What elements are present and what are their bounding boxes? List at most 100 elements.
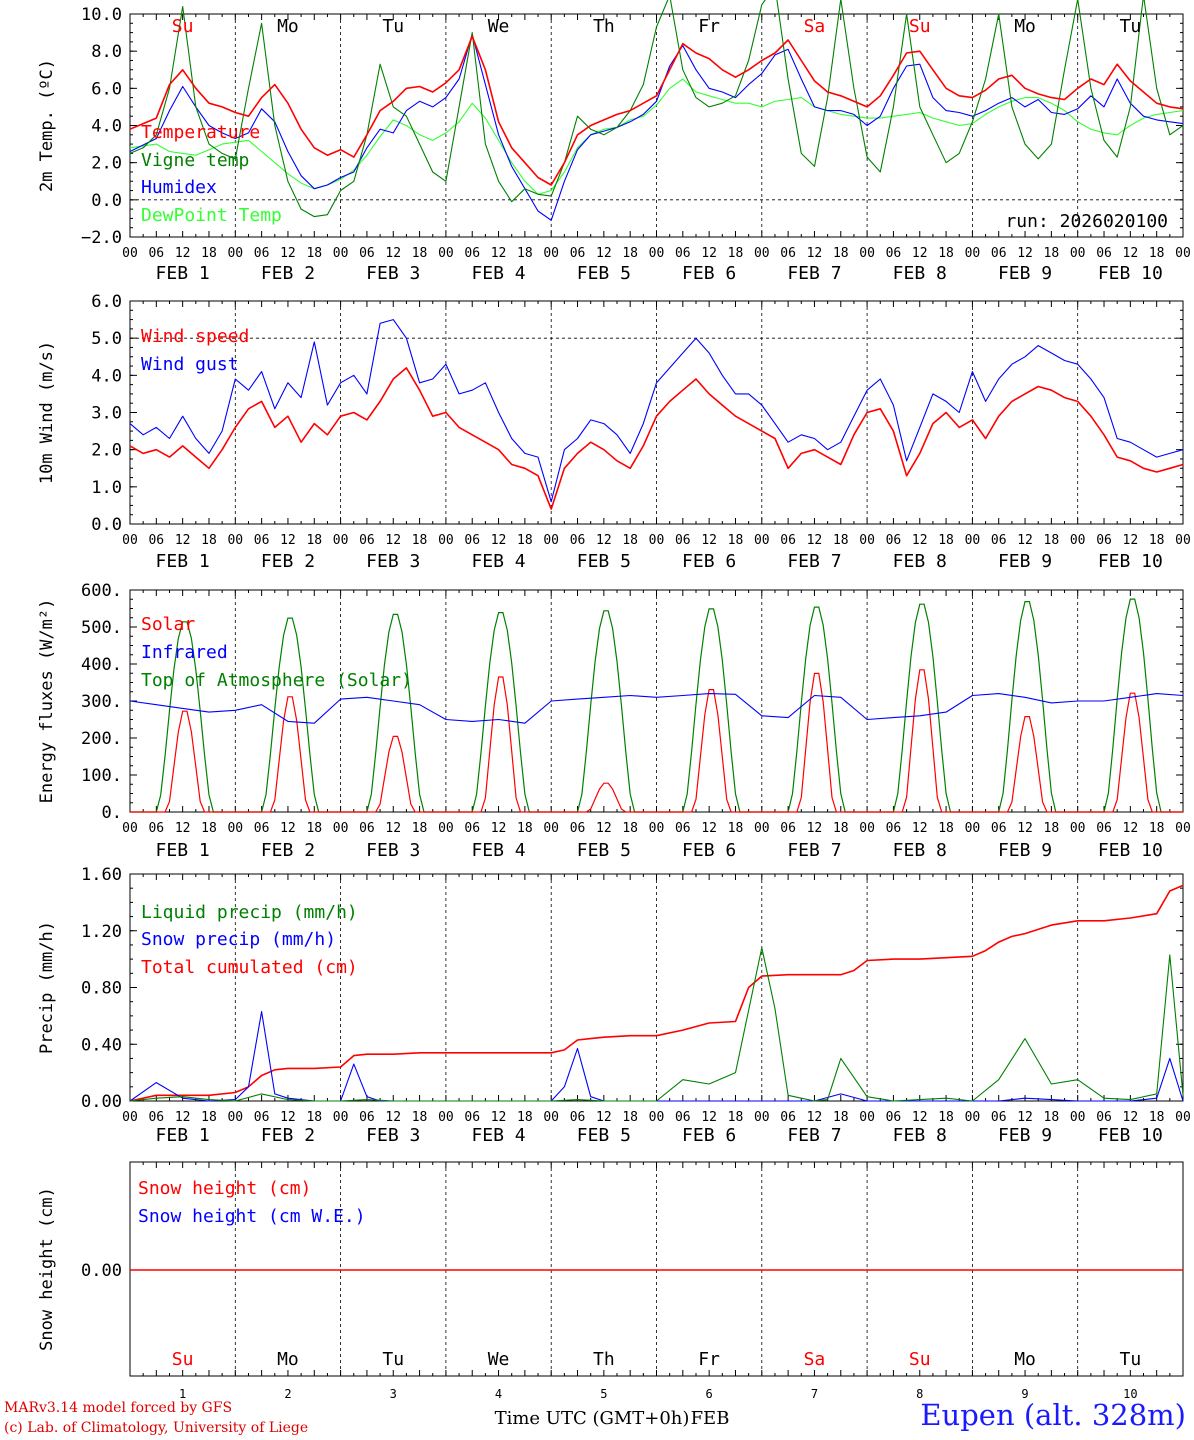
legend-entry: Wind gust bbox=[141, 354, 239, 375]
date-label: FEB 9 bbox=[998, 1125, 1052, 1146]
date-label: FEB 10 bbox=[1098, 840, 1163, 861]
panel-3 bbox=[129, 589, 1184, 813]
hour-tick-label: 12 bbox=[385, 1110, 401, 1125]
y-tick-label: 4.0 bbox=[91, 117, 122, 137]
hour-tick-label: 12 bbox=[280, 533, 296, 548]
hour-tick-label: 06 bbox=[148, 821, 164, 836]
date-label: FEB 5 bbox=[577, 551, 631, 572]
hour-tick-label: 12 bbox=[1123, 246, 1139, 261]
x-axis-label: Time UTC (GMT+0h) bbox=[495, 1408, 690, 1429]
hour-tick-label: 18 bbox=[517, 246, 533, 261]
date-label: FEB 8 bbox=[893, 840, 947, 861]
hour-tick-label: 12 bbox=[1017, 533, 1033, 548]
legend-entry: Vigne temp bbox=[141, 150, 249, 171]
hour-tick-label: 06 bbox=[464, 821, 480, 836]
y-tick-label: 2.0 bbox=[91, 441, 122, 461]
series-infrared bbox=[129, 693, 1184, 724]
y-tick-label: 5.0 bbox=[91, 329, 122, 349]
y-tick-label: 300. bbox=[81, 692, 122, 712]
series-total-cumulated-cm- bbox=[129, 884, 1184, 1102]
hour-tick-label: 06 bbox=[148, 533, 164, 548]
hour-tick-label: 00 bbox=[649, 821, 665, 836]
hour-tick-label: 12 bbox=[912, 821, 928, 836]
y-tick-label: 100. bbox=[81, 766, 122, 786]
hour-tick-label: 06 bbox=[991, 246, 1007, 261]
hour-tick-label: 06 bbox=[464, 246, 480, 261]
hour-tick-label: 18 bbox=[938, 821, 954, 836]
date-label: FEB 6 bbox=[682, 840, 736, 861]
hour-tick-label: 00 bbox=[543, 821, 559, 836]
y-axis-label: Precip (mm/h) bbox=[37, 921, 57, 1054]
hour-tick-label: 00 bbox=[649, 1110, 665, 1125]
hour-tick-label: 12 bbox=[701, 821, 717, 836]
hour-tick-label: 18 bbox=[306, 821, 322, 836]
hour-tick-label: 18 bbox=[833, 533, 849, 548]
hour-tick-label: 12 bbox=[1017, 821, 1033, 836]
hour-tick-label: 06 bbox=[780, 821, 796, 836]
hour-tick-label: 12 bbox=[807, 1110, 823, 1125]
date-label: FEB 8 bbox=[893, 263, 947, 284]
hour-tick-label: 18 bbox=[833, 246, 849, 261]
hour-tick-label: 18 bbox=[938, 533, 954, 548]
hour-tick-label: 18 bbox=[306, 246, 322, 261]
legend-entry: Wind speed bbox=[141, 326, 249, 347]
hour-tick-label: 18 bbox=[517, 821, 533, 836]
day-number-label: 8 bbox=[916, 1387, 923, 1401]
date-label: FEB 6 bbox=[682, 263, 736, 284]
legend-entry: Humidex bbox=[141, 177, 217, 198]
y-tick-label: −2.0 bbox=[81, 228, 122, 248]
hour-tick-label: 18 bbox=[412, 246, 428, 261]
y-tick-label: 0.40 bbox=[81, 1035, 122, 1055]
y-tick-label: 2.0 bbox=[91, 154, 122, 174]
hour-tick-label: 12 bbox=[1123, 533, 1139, 548]
hour-tick-label: 06 bbox=[254, 246, 270, 261]
date-label: FEB 8 bbox=[893, 551, 947, 572]
y-axis-label: Energy fluxes (W/m²) bbox=[37, 599, 57, 804]
hour-tick-label: 12 bbox=[491, 533, 507, 548]
hour-tick-label: 00 bbox=[1175, 1110, 1191, 1125]
y-tick-label: 0.0 bbox=[91, 191, 122, 211]
hour-tick-label: 00 bbox=[227, 1110, 243, 1125]
day-number-label: 1 bbox=[179, 1387, 186, 1401]
hour-tick-label: 18 bbox=[201, 821, 217, 836]
weekday-label: Su bbox=[172, 1349, 194, 1370]
hour-tick-label: 00 bbox=[649, 533, 665, 548]
date-label: FEB 2 bbox=[261, 263, 315, 284]
panel-4 bbox=[129, 873, 1184, 1102]
panel-5 bbox=[129, 1161, 1184, 1377]
y-tick-label: 400. bbox=[81, 655, 122, 675]
day-number-label: 3 bbox=[390, 1387, 397, 1401]
hour-tick-label: 06 bbox=[570, 821, 586, 836]
hour-tick-label: 18 bbox=[728, 1110, 744, 1125]
hour-tick-label: 18 bbox=[938, 246, 954, 261]
date-label: FEB 6 bbox=[682, 551, 736, 572]
hour-tick-label: 00 bbox=[333, 821, 349, 836]
date-label: FEB 10 bbox=[1098, 263, 1163, 284]
series-solar bbox=[130, 669, 1183, 813]
weekday-label: Su bbox=[909, 1349, 931, 1370]
weekday-label: Th bbox=[593, 1349, 615, 1370]
weekday-label: Sa bbox=[804, 16, 826, 37]
legend-entry: Temperature bbox=[141, 122, 260, 143]
hour-tick-label: 06 bbox=[1096, 821, 1112, 836]
hour-tick-label: 06 bbox=[991, 533, 1007, 548]
y-tick-label: 3.0 bbox=[91, 404, 122, 424]
date-label: FEB 5 bbox=[577, 840, 631, 861]
hour-tick-label: 00 bbox=[1175, 246, 1191, 261]
date-label: FEB 9 bbox=[998, 840, 1052, 861]
hour-tick-label: 18 bbox=[938, 1110, 954, 1125]
weekday-label: Tu bbox=[1120, 1349, 1142, 1370]
hour-tick-label: 00 bbox=[965, 821, 981, 836]
hour-tick-label: 00 bbox=[333, 533, 349, 548]
hour-tick-label: 18 bbox=[1044, 533, 1060, 548]
hour-tick-label: 00 bbox=[754, 246, 770, 261]
weekday-label: Su bbox=[172, 16, 194, 37]
hour-tick-label: 06 bbox=[254, 1110, 270, 1125]
hour-tick-label: 18 bbox=[412, 1110, 428, 1125]
hour-tick-label: 06 bbox=[1096, 533, 1112, 548]
lab-credit: (c) Lab. of Climatology, University of L… bbox=[4, 1420, 309, 1436]
date-label: FEB 8 bbox=[893, 1125, 947, 1146]
y-tick-label: 1.60 bbox=[81, 865, 122, 885]
hour-tick-label: 00 bbox=[122, 246, 138, 261]
hour-tick-label: 00 bbox=[227, 533, 243, 548]
